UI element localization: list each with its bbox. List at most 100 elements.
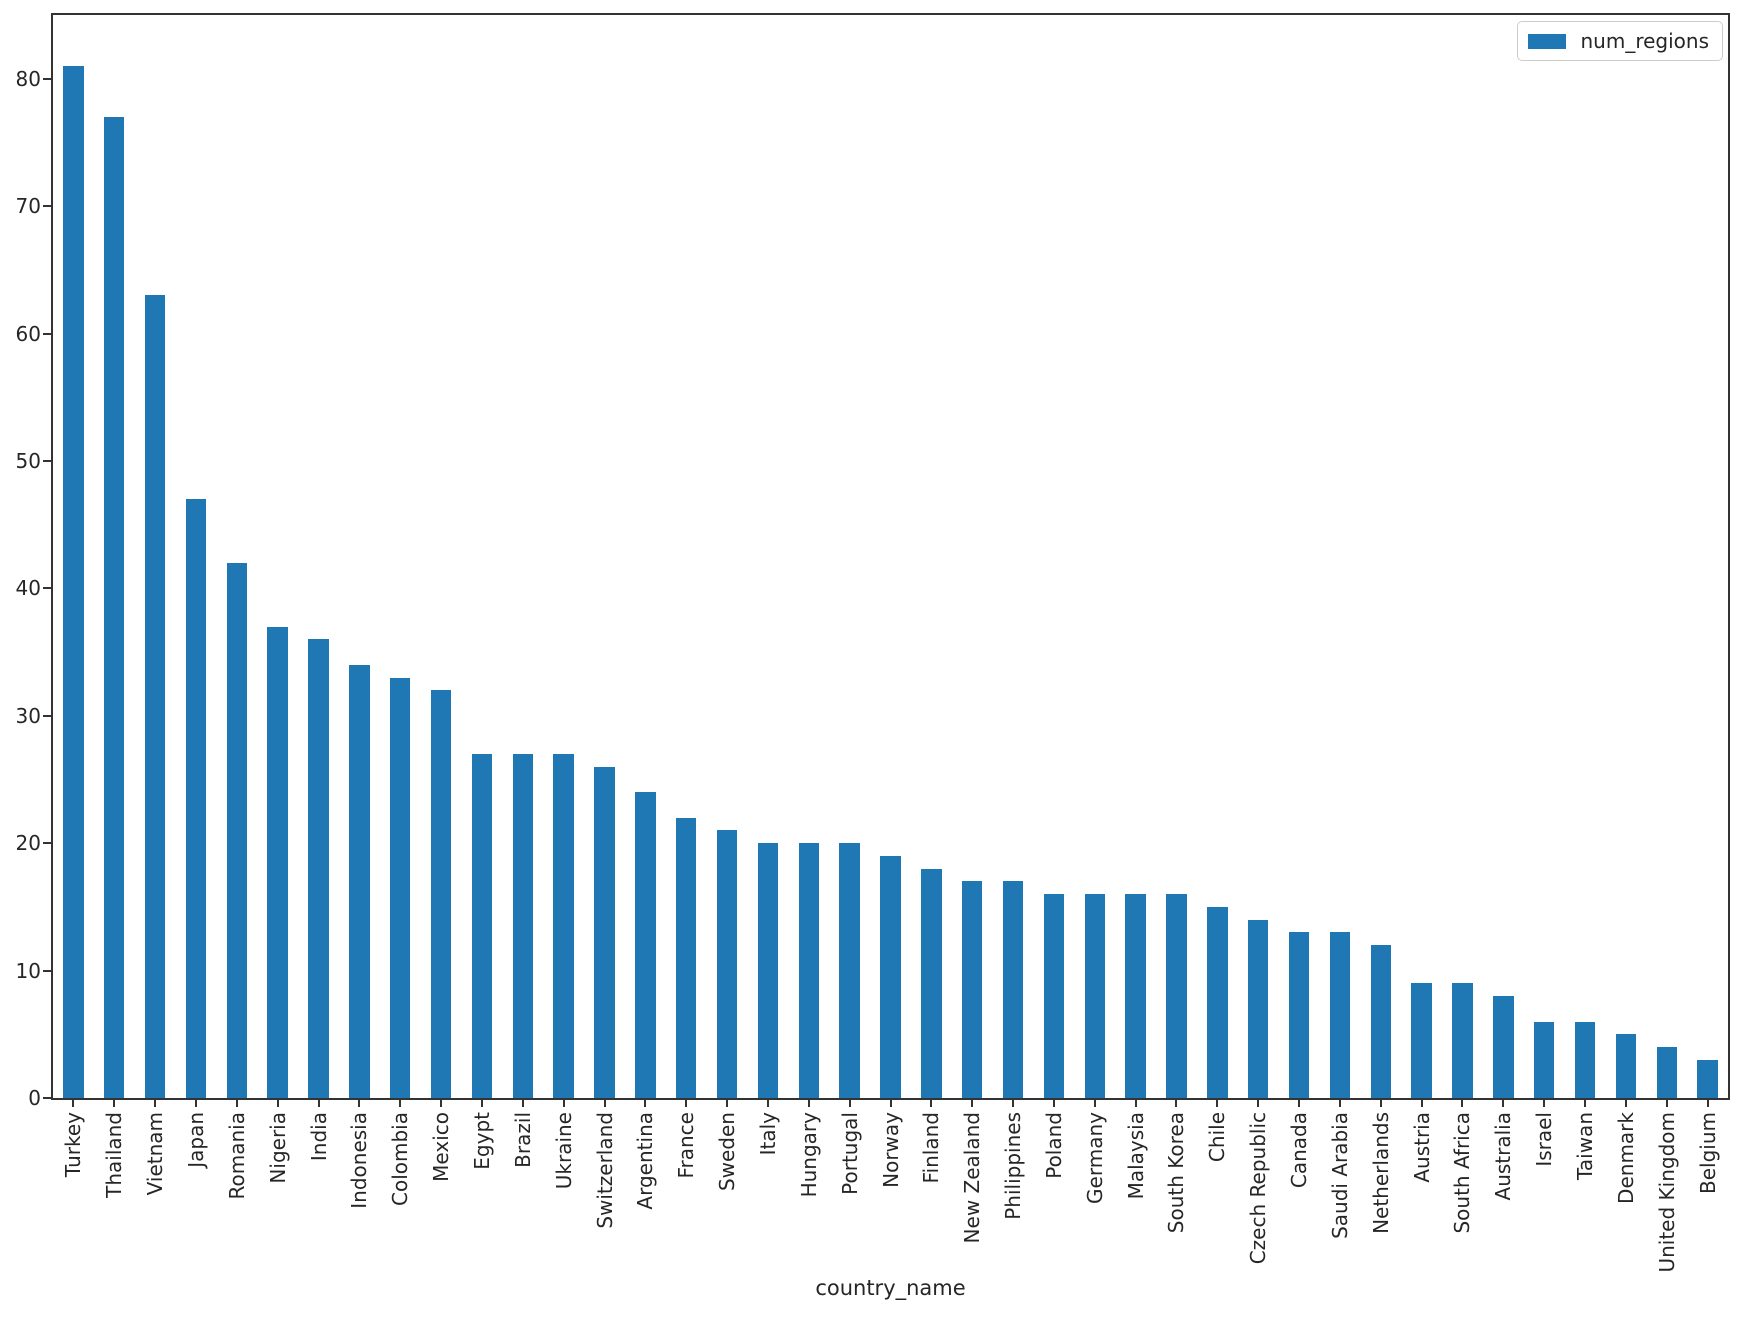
x-tick bbox=[358, 1100, 361, 1107]
x-tick bbox=[399, 1100, 402, 1107]
x-tick bbox=[194, 1100, 197, 1107]
bar bbox=[471, 753, 493, 1098]
bar bbox=[226, 562, 248, 1098]
y-tick-label: 80 bbox=[15, 66, 41, 91]
y-tick-label: 10 bbox=[15, 958, 41, 983]
x-tick bbox=[1338, 1100, 1341, 1107]
bar bbox=[390, 677, 411, 1098]
x-tick bbox=[1257, 1100, 1260, 1107]
bar bbox=[961, 881, 983, 1098]
x-tick bbox=[889, 1100, 892, 1107]
bar bbox=[1329, 932, 1351, 1098]
bar bbox=[1002, 881, 1024, 1098]
x-tick bbox=[440, 1100, 443, 1107]
x-tick-label: Poland bbox=[1041, 1112, 1066, 1179]
x-tick-label: Saudi Arabia bbox=[1327, 1112, 1352, 1239]
x-tick-label: United Kingdom bbox=[1654, 1112, 1679, 1273]
x-tick bbox=[807, 1100, 810, 1107]
x-tick-label: Romania bbox=[224, 1112, 249, 1200]
x-tick-label: Germany bbox=[1082, 1112, 1107, 1204]
bar bbox=[185, 499, 207, 1098]
x-tick bbox=[971, 1100, 974, 1107]
x-tick bbox=[1012, 1100, 1015, 1107]
bar bbox=[1615, 1034, 1637, 1098]
bar bbox=[63, 65, 84, 1098]
bar bbox=[716, 830, 738, 1098]
x-axis-title: country_name bbox=[815, 1276, 966, 1300]
bar bbox=[1656, 1047, 1677, 1098]
y-tick bbox=[43, 77, 51, 80]
bar bbox=[1288, 932, 1310, 1098]
bar bbox=[430, 690, 452, 1098]
bar bbox=[921, 868, 942, 1098]
bar bbox=[839, 843, 860, 1098]
y-tick bbox=[43, 332, 51, 335]
x-tick-label: Austria bbox=[1409, 1112, 1434, 1183]
y-tick bbox=[43, 714, 51, 717]
x-tick-label: Taiwan bbox=[1573, 1112, 1597, 1181]
x-tick bbox=[1706, 1100, 1709, 1107]
x-tick bbox=[644, 1100, 647, 1107]
y-tick-label: 70 bbox=[15, 194, 41, 219]
x-tick bbox=[1420, 1100, 1423, 1107]
x-tick bbox=[235, 1100, 238, 1107]
bar bbox=[1043, 894, 1065, 1098]
x-tick bbox=[1379, 1100, 1382, 1107]
x-tick-label: India bbox=[306, 1112, 331, 1162]
y-tick-label: 0 bbox=[28, 1086, 41, 1110]
x-tick-label: Egypt bbox=[469, 1112, 494, 1170]
bar bbox=[1370, 945, 1391, 1098]
x-tick-label: Ukraine bbox=[551, 1112, 576, 1190]
y-tick-label: 40 bbox=[15, 576, 41, 601]
x-tick-label: Brazil bbox=[510, 1112, 535, 1168]
x-tick-label: Hungary bbox=[796, 1112, 821, 1198]
y-tick-label: 20 bbox=[15, 831, 41, 856]
x-tick-label: Vietnam bbox=[143, 1112, 168, 1196]
bar bbox=[1207, 906, 1228, 1098]
x-tick bbox=[154, 1100, 157, 1107]
x-tick bbox=[1216, 1100, 1219, 1107]
legend-swatch-icon bbox=[1528, 33, 1567, 49]
bar bbox=[267, 626, 288, 1098]
y-tick bbox=[43, 842, 51, 845]
x-tick bbox=[113, 1100, 116, 1107]
x-tick-label: New Zealand bbox=[960, 1112, 985, 1244]
bar bbox=[553, 753, 574, 1098]
x-tick-label: France bbox=[674, 1112, 699, 1179]
x-tick-label: Argentina bbox=[633, 1112, 658, 1210]
y-tick bbox=[43, 1097, 51, 1099]
x-tick bbox=[1298, 1100, 1301, 1107]
bar bbox=[1533, 1021, 1555, 1098]
x-tick bbox=[317, 1100, 320, 1107]
y-tick bbox=[43, 587, 51, 590]
x-tick bbox=[685, 1100, 688, 1107]
x-tick bbox=[1665, 1100, 1668, 1107]
legend-label: num_regions bbox=[1580, 29, 1709, 53]
bar bbox=[1697, 1059, 1718, 1098]
bar bbox=[798, 843, 819, 1098]
x-tick-label: Finland bbox=[919, 1112, 944, 1184]
bar bbox=[1084, 894, 1105, 1098]
x-tick bbox=[1134, 1100, 1137, 1107]
bar bbox=[635, 792, 656, 1098]
bar bbox=[1493, 996, 1514, 1098]
x-tick bbox=[1461, 1100, 1464, 1107]
x-tick-label: Turkey bbox=[61, 1112, 86, 1178]
x-tick bbox=[276, 1100, 279, 1107]
bar bbox=[1411, 983, 1432, 1098]
x-tick bbox=[726, 1100, 729, 1107]
bar bbox=[1125, 894, 1146, 1098]
bar bbox=[880, 855, 901, 1098]
bar bbox=[594, 766, 615, 1098]
x-tick-label: Sweden bbox=[715, 1112, 740, 1192]
x-tick bbox=[1502, 1100, 1505, 1107]
x-tick-label: Japan bbox=[183, 1112, 208, 1168]
x-tick-label: Portugal bbox=[837, 1112, 862, 1195]
x-tick bbox=[1543, 1100, 1546, 1107]
y-tick-label: 50 bbox=[15, 448, 41, 473]
bar bbox=[104, 116, 125, 1098]
bar bbox=[1166, 894, 1187, 1098]
y-tick bbox=[43, 205, 51, 208]
x-tick-label: Chile bbox=[1205, 1112, 1230, 1163]
